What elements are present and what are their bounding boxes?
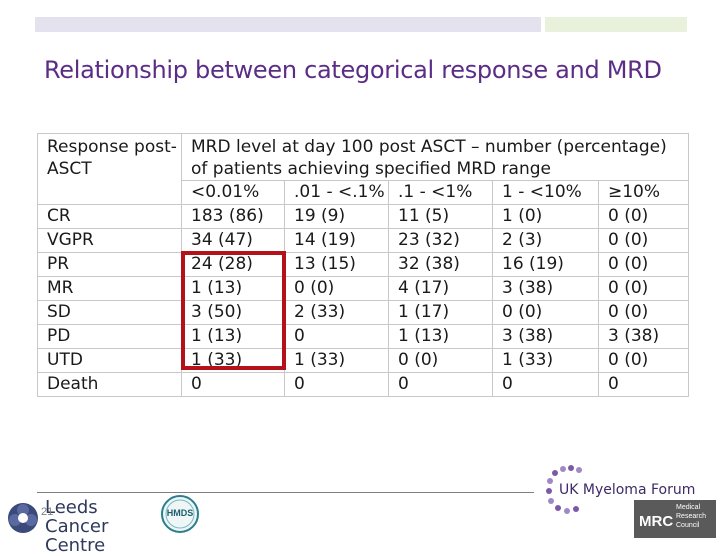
column-header: .01 - <.1% bbox=[284, 180, 389, 205]
table-cell: 1 (13) bbox=[181, 276, 285, 301]
column-header: ≥10% bbox=[597, 180, 690, 205]
table-cell: 0 (0) bbox=[597, 300, 690, 325]
corner-header: Response post-ASCT bbox=[37, 133, 182, 205]
span-header: MRD level at day 100 post ASCT – number … bbox=[180, 133, 690, 181]
table-cell: 0 bbox=[597, 372, 690, 397]
table-cell: 0 bbox=[181, 372, 285, 397]
table-cell: 3 (38) bbox=[492, 276, 599, 301]
table-row: Death 0 0 0 0 0 bbox=[37, 372, 690, 397]
highlight-box bbox=[181, 251, 286, 370]
table-cell: 32 (38) bbox=[388, 252, 493, 277]
table-row: PR 24 (28) 13 (15) 32 (38) 16 (19) 0 (0) bbox=[37, 252, 690, 277]
table-row: VGPR 34 (47) 14 (19) 23 (32) 2 (3) 0 (0) bbox=[37, 228, 690, 253]
table-cell: 2 (33) bbox=[284, 300, 389, 325]
footer-divider bbox=[37, 492, 534, 493]
table-cell: 0 bbox=[492, 372, 599, 397]
leeds-rose-icon bbox=[8, 503, 38, 533]
mrc-line2: Research bbox=[676, 513, 706, 520]
row-label: CR bbox=[37, 204, 182, 229]
table-cell: 2 (3) bbox=[492, 228, 599, 253]
hmds-label: HMDS bbox=[166, 508, 194, 518]
table-cell: 4 (17) bbox=[388, 276, 493, 301]
table-cell: 1 (17) bbox=[388, 300, 493, 325]
mrc-abbr: MRC bbox=[639, 513, 674, 530]
table-cell: 3 (50) bbox=[181, 300, 285, 325]
table-cell: 0 bbox=[388, 372, 493, 397]
mrd-response-table: Response post-ASCT MRD level at day 100 … bbox=[37, 133, 690, 397]
table-cell: 1 (33) bbox=[492, 348, 599, 373]
uk-myeloma-forum-logo: UK Myeloma Forum bbox=[545, 465, 695, 515]
row-label: Death bbox=[37, 372, 182, 397]
table-cell: 183 (86) bbox=[181, 204, 285, 229]
column-header-row: <0.01% .01 - <.1% .1 - <1% 1 - <10% ≥10% bbox=[38, 180, 690, 205]
row-label: PR bbox=[37, 252, 182, 277]
table-cell: 0 (0) bbox=[492, 300, 599, 325]
table-cell: 0 (0) bbox=[597, 276, 690, 301]
table-cell: 23 (32) bbox=[388, 228, 493, 253]
table-cell: 16 (19) bbox=[492, 252, 599, 277]
table-row: PD 1 (13) 0 1 (13) 3 (38) 3 (38) bbox=[37, 324, 690, 349]
table-cell: 1 (13) bbox=[181, 324, 285, 349]
table-cell: 34 (47) bbox=[181, 228, 285, 253]
mrc-logo: MRC Medical Research Council bbox=[634, 500, 716, 538]
row-label: UTD bbox=[37, 348, 182, 373]
table-cell: 3 (38) bbox=[597, 324, 690, 349]
column-header: 1 - <10% bbox=[492, 180, 599, 205]
leeds-cancer-centre-logo: Leeds Cancer Centre bbox=[5, 497, 155, 555]
table-row: MR 1 (13) 0 (0) 4 (17) 3 (38) 0 (0) bbox=[37, 276, 690, 301]
table-cell: 0 (0) bbox=[388, 348, 493, 373]
table-cell: 0 bbox=[284, 372, 389, 397]
slide-title: Relationship between categorical respons… bbox=[44, 56, 662, 84]
hmds-badge-icon bbox=[161, 495, 199, 533]
row-label: SD bbox=[37, 300, 182, 325]
top-decor-bar-left bbox=[35, 17, 541, 32]
ukmf-dots-icon bbox=[546, 465, 582, 514]
table-cell: 1 (0) bbox=[492, 204, 599, 229]
table-cell: 14 (19) bbox=[284, 228, 389, 253]
hmds-logo: HMDS bbox=[160, 494, 200, 534]
header-row: Response post-ASCT MRD level at day 100 … bbox=[37, 133, 690, 205]
table-cell: 0 (0) bbox=[597, 228, 690, 253]
table-row: UTD 1 (33) 1 (33) 0 (0) 1 (33) 0 (0) bbox=[37, 348, 690, 373]
table-cell: 0 (0) bbox=[597, 252, 690, 277]
row-label: VGPR bbox=[37, 228, 182, 253]
table-row: CR 183 (86) 19 (9) 11 (5) 1 (0) 0 (0) bbox=[37, 204, 690, 229]
table-cell: 0 bbox=[284, 324, 389, 349]
column-header: .1 - <1% bbox=[388, 180, 493, 205]
table-cell: 0 (0) bbox=[597, 204, 690, 229]
table-cell: 3 (38) bbox=[492, 324, 599, 349]
top-decor-bar-right bbox=[545, 17, 687, 32]
table-cell: 0 (0) bbox=[284, 276, 389, 301]
mrc-line1: Medical bbox=[676, 504, 701, 511]
table-cell: 1 (33) bbox=[284, 348, 389, 373]
column-header: <0.01% bbox=[181, 180, 285, 205]
leeds-line1: Leeds Cancer bbox=[45, 497, 109, 537]
leeds-line2: Centre bbox=[45, 535, 106, 556]
page-number: 21 bbox=[41, 506, 54, 518]
table-row: SD 3 (50) 2 (33) 1 (17) 0 (0) 0 (0) bbox=[37, 300, 690, 325]
mrc-line3: Council bbox=[676, 522, 700, 529]
mrd-table-container: Response post-ASCT MRD level at day 100 … bbox=[37, 133, 690, 397]
table-cell: 13 (15) bbox=[284, 252, 389, 277]
table-cell: 0 (0) bbox=[597, 348, 690, 373]
row-label: MR bbox=[37, 276, 182, 301]
ukmf-label: UK Myeloma Forum bbox=[559, 482, 696, 498]
table-cell: 19 (9) bbox=[284, 204, 389, 229]
row-label: PD bbox=[37, 324, 182, 349]
table-cell: 1 (13) bbox=[388, 324, 493, 349]
table-cell: 11 (5) bbox=[388, 204, 493, 229]
